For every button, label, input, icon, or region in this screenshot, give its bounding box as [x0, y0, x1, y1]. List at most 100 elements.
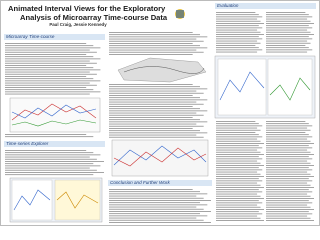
- text-line: [109, 47, 208, 49]
- text-line: [216, 138, 258, 140]
- text-line: [5, 82, 90, 84]
- text-line: [216, 42, 261, 44]
- text-line: [109, 38, 197, 40]
- text-line: [266, 25, 309, 27]
- text-line: [266, 211, 309, 213]
- figure: [9, 177, 103, 223]
- section-band: [215, 3, 316, 9]
- text-line: [266, 16, 313, 18]
- text-line: [216, 191, 263, 193]
- text-line: [216, 182, 258, 184]
- text-line: [266, 195, 311, 197]
- text-line: [216, 38, 263, 40]
- text-line: [109, 123, 197, 125]
- text-line: [266, 187, 314, 188]
- text-line: [266, 36, 309, 38]
- figure: [9, 97, 101, 133]
- text-line: [266, 18, 308, 20]
- text-line: [5, 158, 97, 160]
- text-line: [5, 76, 87, 77]
- text-line: [5, 51, 97, 53]
- text-line: [109, 217, 197, 219]
- text-line: [216, 193, 258, 195]
- text-line: [109, 193, 208, 195]
- text-line: [5, 134, 87, 135]
- text-line: [216, 184, 261, 186]
- text-line: [266, 149, 308, 151]
- text-line: [266, 202, 313, 204]
- text-line: [216, 23, 264, 24]
- text-line: [216, 154, 264, 155]
- text-line: [266, 176, 314, 177]
- text-line: [216, 129, 261, 131]
- text-line: [109, 191, 200, 193]
- text-line: [266, 213, 313, 215]
- section-heading: Conclusion and Further Work: [110, 180, 170, 185]
- text-line: [5, 172, 104, 173]
- text-line: [216, 51, 258, 53]
- text-line: [216, 211, 259, 213]
- text-line: [266, 191, 313, 193]
- text-line: [266, 40, 308, 42]
- text-line: [216, 200, 259, 202]
- text-line: [109, 114, 204, 116]
- text-line: [5, 62, 97, 64]
- section-band: [4, 34, 105, 40]
- text-line: [109, 119, 200, 121]
- text-line: [109, 90, 197, 92]
- section-heading: Time-series Explorer: [6, 141, 49, 146]
- text-line: [266, 51, 308, 53]
- authors: Paul Craig, Jessie Kennedy: [49, 22, 107, 27]
- text-line: [266, 198, 314, 199]
- text-line: [5, 156, 90, 158]
- text-line: [216, 220, 264, 221]
- text-line: [216, 169, 263, 171]
- text-line: [216, 213, 263, 215]
- text-line: [5, 80, 101, 82]
- text-line: [266, 154, 314, 155]
- text-line: [216, 20, 261, 22]
- text-line: [109, 204, 208, 206]
- text-line: [266, 156, 309, 158]
- text-line: [266, 158, 313, 160]
- text-line: [216, 215, 258, 217]
- text-line: [5, 91, 101, 93]
- text-line: [216, 147, 263, 149]
- text-line: [109, 45, 200, 47]
- text-line: [266, 215, 308, 217]
- text-line: [216, 34, 264, 35]
- text-line: [216, 40, 258, 42]
- text-line: [109, 92, 204, 94]
- text-line: [266, 20, 311, 22]
- text-line: [216, 151, 261, 153]
- text-line: [216, 134, 259, 136]
- text-line: [216, 25, 259, 27]
- text-line: [5, 167, 90, 169]
- text-line: [109, 132, 208, 134]
- text-line: [216, 160, 258, 162]
- text-line: [266, 167, 309, 169]
- figure: [117, 57, 207, 83]
- text-line: [216, 202, 263, 204]
- figure: [214, 55, 316, 119]
- text-line: [5, 58, 101, 60]
- text-line: [266, 189, 309, 191]
- text-line: [216, 127, 258, 129]
- text-line: [216, 176, 264, 177]
- text-line: [5, 150, 87, 151]
- text-line: [266, 147, 313, 149]
- text-line: [266, 143, 314, 144]
- text-line: [5, 165, 101, 167]
- text-line: [216, 132, 256, 133]
- text-line: [216, 18, 258, 20]
- text-line: [5, 56, 94, 58]
- text-line: [266, 138, 308, 140]
- text-line: [109, 51, 204, 53]
- text-line: [216, 173, 261, 175]
- text-line: [5, 78, 94, 80]
- text-line: [109, 213, 200, 215]
- text-line: [266, 121, 306, 122]
- text-line: [266, 123, 309, 125]
- text-line: [266, 209, 314, 210]
- text-line: [266, 180, 313, 182]
